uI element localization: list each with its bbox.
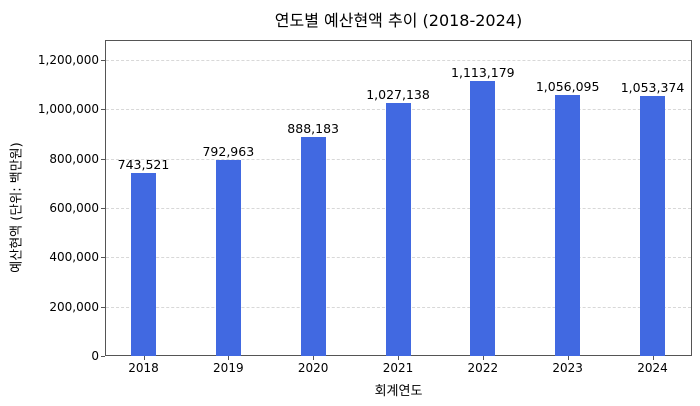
bar-2019 <box>215 160 241 356</box>
x-tick-mark <box>228 356 230 360</box>
x-tick-mark <box>567 356 569 360</box>
bar-value-label: 792,963 <box>202 144 255 160</box>
x-tick-mark <box>398 356 399 360</box>
x-tick-label: 2022 <box>467 361 499 375</box>
y-tick-mark <box>101 158 105 160</box>
x-tick-mark <box>482 356 484 360</box>
x-tick-label: 2024 <box>637 361 668 375</box>
bar-2023 <box>555 95 581 356</box>
y-tick-label: 1,000,000 <box>37 102 99 117</box>
bar-2020 <box>300 136 326 356</box>
y-tick-mark <box>101 109 105 111</box>
y-tick-mark <box>101 306 105 308</box>
x-tick-label: 2023 <box>552 361 583 375</box>
y-tick-label: 200,000 <box>49 299 99 314</box>
y-tick-label: 600,000 <box>49 201 99 215</box>
y-axis-label: 예산현액 (단위: 백만원) <box>9 142 25 273</box>
x-tick-label: 2019 <box>213 361 244 375</box>
y-tick-mark <box>101 208 105 209</box>
x-tick-label: 2021 <box>382 361 414 375</box>
y-tick-mark <box>101 257 105 259</box>
chart-title: 연도별 예산현액 추이 (2018-2024) <box>274 11 523 30</box>
bar-2021 <box>385 102 411 356</box>
y-tick-label: 1,200,000 <box>37 53 99 67</box>
x-axis-label: 회계연도 <box>374 384 423 399</box>
bar-2022 <box>470 81 496 356</box>
bar-value-label: 888,183 <box>287 120 339 136</box>
y-tick-mark <box>101 60 105 61</box>
x-tick-label: 2018 <box>128 361 159 375</box>
bar-value-label: 1,027,138 <box>366 86 430 102</box>
gridline <box>106 60 691 61</box>
x-tick-mark <box>143 356 145 360</box>
bar-value-label: 743,521 <box>117 156 170 172</box>
x-tick-mark <box>652 356 654 360</box>
bar-value-label: 1,053,374 <box>620 80 685 96</box>
bar-2018 <box>131 172 156 356</box>
bar-value-label: 1,056,095 <box>535 79 600 95</box>
x-tick-label: 2020 <box>297 361 329 375</box>
bar-2024 <box>640 96 665 356</box>
y-tick-label: 400,000 <box>49 250 99 265</box>
y-tick-label: 0 <box>91 349 99 363</box>
y-tick-label: 800,000 <box>49 151 99 166</box>
bar-value-label: 1,113,179 <box>451 65 515 81</box>
x-tick-mark <box>313 356 315 360</box>
y-tick-mark <box>101 356 105 357</box>
